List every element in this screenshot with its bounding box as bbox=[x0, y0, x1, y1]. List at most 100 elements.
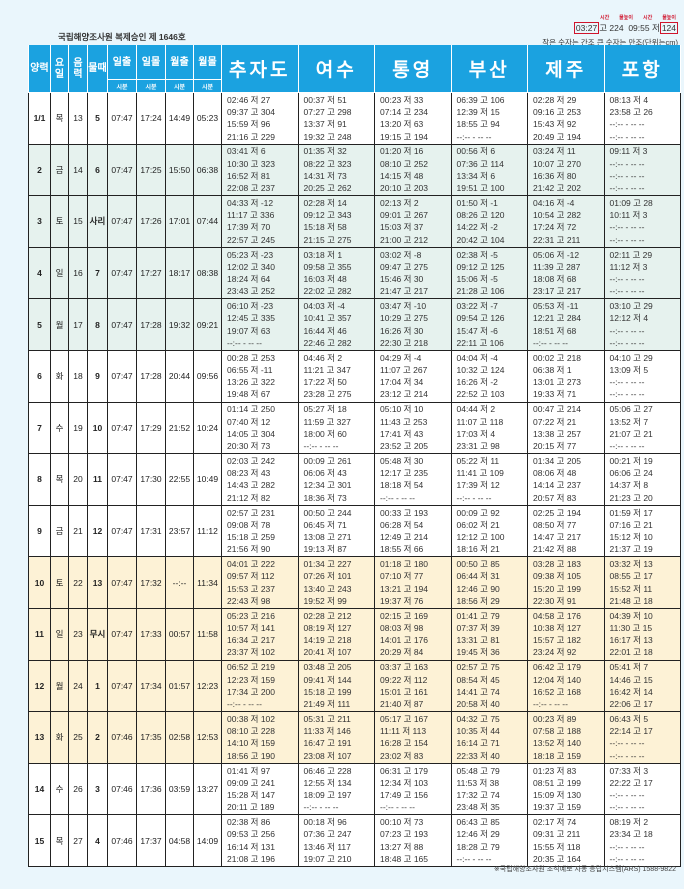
tide-entry: 09:47 고 275 bbox=[380, 261, 428, 272]
tide-entry: 04:03 저 -4 bbox=[303, 301, 345, 312]
tide-entry: 17:04 저 34 bbox=[380, 377, 424, 388]
tide-cell: 03:10 고 29 12:12 저 4 --:-- - -- -- --:-- - … bbox=[603, 298, 681, 351]
tide-entry: 22:30 고 218 bbox=[380, 337, 428, 348]
tide-entry: 02:13 저 2 bbox=[380, 198, 419, 209]
tide-entry: 15:47 저 -6 bbox=[456, 325, 498, 336]
tide-cell: 00:23 저 89 07:58 고 188 13:52 저 140 18:18 고 … bbox=[527, 711, 605, 764]
tide-entry: 15:55 저 118 bbox=[533, 841, 581, 852]
tide-cell: 00:09 고 261 06:06 저 43 12:34 고 301 18:36 저 … bbox=[297, 453, 375, 506]
tide-entry: --:-- - -- -- bbox=[609, 790, 645, 801]
tide-entry: 04:58 고 176 bbox=[533, 610, 581, 621]
tide-entry: 15:52 저 11 bbox=[609, 583, 653, 594]
tide-entry: 10:57 저 141 bbox=[227, 623, 275, 634]
weekday-cell: 토 bbox=[50, 556, 69, 609]
table-row: 10 토 22 13 07:47 17:32 --:-- 11:34 04:01 고 222 09… bbox=[28, 556, 681, 609]
tide-entry: 12:02 고 340 bbox=[227, 261, 275, 272]
tide-entry: 17:39 저 70 bbox=[227, 222, 271, 233]
tide-entry: 06:02 저 21 bbox=[456, 519, 500, 530]
tide-entry: 22:33 저 40 bbox=[456, 750, 500, 761]
tide-entry: 16:52 저 81 bbox=[227, 170, 271, 181]
weekday-cell: 월 bbox=[50, 659, 69, 713]
tide-cell: 02:28 저 14 09:12 고 343 15:18 저 58 21:15 고 2… bbox=[297, 195, 375, 248]
table-row: 1/1 목 13 5 07:47 17:24 14:49 05:23 02:46 저 27 09:… bbox=[28, 92, 681, 145]
moonrise-cell: 17:01 bbox=[165, 195, 194, 248]
tide-entry: --:-- - -- -- bbox=[609, 170, 645, 181]
tide-cell: 05:41 저 7 14:46 고 15 16:42 저 14 22:06 고 17 bbox=[603, 659, 681, 713]
sunrise-cell: 07:47 bbox=[107, 607, 137, 661]
lunar-date-cell: 23 bbox=[68, 607, 88, 661]
weekday-cell: 화 bbox=[50, 349, 69, 403]
tide-entry: 02:57 고 75 bbox=[456, 662, 500, 673]
legend-example-type: 저 bbox=[651, 23, 660, 33]
tide-entry: 19:13 저 87 bbox=[303, 544, 347, 555]
tide-cell: 05:48 저 30 12:17 고 235 18:18 저 54 --:-- - -… bbox=[374, 453, 452, 506]
tide-entry: 21:42 저 88 bbox=[533, 544, 577, 555]
tide-entry: 18:24 저 64 bbox=[227, 274, 271, 285]
tide-entry: 08:23 저 43 bbox=[227, 468, 271, 479]
lunar-date-cell: 15 bbox=[68, 195, 88, 248]
table-row: 6 화 18 9 07:47 17:28 20:44 09:56 00:28 고 253 06:5… bbox=[28, 349, 681, 403]
legend-example-time: 03:27 bbox=[573, 22, 600, 34]
tide-entry: 09:08 저 78 bbox=[227, 519, 271, 530]
moonrise-cell: 15:50 bbox=[165, 143, 194, 197]
tide-entry: 21:49 저 111 bbox=[303, 699, 351, 710]
tide-entry: 12:12 고 100 bbox=[456, 532, 505, 543]
tide-entry: 18:18 저 54 bbox=[380, 480, 424, 491]
sunrise-cell: 07:46 bbox=[107, 814, 137, 867]
tide-entry: 13:31 고 81 bbox=[456, 635, 500, 646]
tide-cell: 00:47 고 214 07:22 저 21 13:38 고 257 20:15 저 … bbox=[527, 401, 605, 455]
tide-entry: --:-- - -- -- bbox=[609, 158, 645, 169]
tide-entry: 20:49 고 194 bbox=[533, 131, 581, 142]
tide-entry: 21:16 고 229 bbox=[227, 131, 275, 142]
tide-cell: 02:28 저 29 09:16 고 253 15:43 저 92 20:49 고 1… bbox=[527, 92, 605, 145]
tide-entry: 23:37 저 102 bbox=[227, 647, 275, 658]
moonset-cell: 10:24 bbox=[193, 401, 222, 455]
tide-entry: 10:32 고 124 bbox=[456, 365, 505, 376]
tide-entry: 04:29 저 -4 bbox=[380, 352, 422, 363]
lunar-date-cell: 24 bbox=[68, 659, 88, 713]
lunar-date-cell: 25 bbox=[68, 711, 88, 764]
tide-cell: 00:18 저 96 07:36 고 247 13:46 저 117 19:07 고 … bbox=[297, 814, 375, 867]
tide-cell: 03:28 고 183 09:38 저 105 15:20 고 199 22:30 저… bbox=[527, 556, 605, 609]
tide-entry: 09:31 고 211 bbox=[533, 829, 581, 840]
tide-entry: 20:41 저 107 bbox=[303, 647, 352, 658]
tide-entry: 22:57 고 245 bbox=[227, 234, 275, 245]
tide-entry: 07:36 고 114 bbox=[456, 158, 504, 169]
tide-entry: --:-- - -- -- bbox=[609, 750, 645, 761]
tide-entry: 09:53 고 256 bbox=[227, 829, 275, 840]
tide-cell: 01:34 고 227 07:26 저 101 13:40 고 243 19:52 저… bbox=[297, 556, 375, 609]
tide-entry: 03:24 저 11 bbox=[533, 146, 576, 157]
moonset-cell: 07:44 bbox=[193, 195, 222, 248]
tide-entry: 06:45 저 71 bbox=[303, 519, 347, 530]
tide-cell: 03:48 고 205 09:41 저 144 15:18 고 199 21:49 저… bbox=[297, 659, 375, 713]
tide-entry: 13:01 고 273 bbox=[533, 377, 581, 388]
tide-entry: 01:09 고 28 bbox=[609, 198, 653, 209]
moonrise-cell: 03:59 bbox=[165, 762, 194, 816]
tide-entry: 09:41 저 144 bbox=[303, 674, 352, 685]
tide-entry: 14:43 고 282 bbox=[227, 480, 275, 491]
lunar-date-cell: 17 bbox=[68, 298, 88, 351]
tide-entry: 22:02 고 282 bbox=[303, 286, 352, 297]
solar-date-cell: 10 bbox=[28, 556, 51, 609]
tide-entry: 03:18 저 1 bbox=[303, 249, 343, 260]
lunar-date-cell: 18 bbox=[68, 349, 88, 403]
tide-entry: 19:48 저 67 bbox=[227, 389, 271, 400]
tide-entry: 09:54 고 126 bbox=[456, 313, 505, 324]
tide-cell: 06:42 고 179 12:04 저 140 16:52 고 168 --:-- -… bbox=[527, 659, 605, 713]
tide-cell: 00:21 저 19 06:06 고 24 14:37 저 8 21:23 고 20 bbox=[603, 453, 681, 506]
tide-cell: 01:41 저 97 09:09 고 241 15:28 저 147 20:11 고 … bbox=[221, 762, 299, 816]
tide-entry: 21:12 저 82 bbox=[227, 492, 271, 503]
tide-entry: 22:43 저 98 bbox=[227, 595, 271, 606]
tide-entry: 14:22 저 -2 bbox=[456, 222, 498, 233]
tide-entry: 02:11 고 29 bbox=[609, 249, 653, 260]
lunar-date-cell: 21 bbox=[68, 504, 88, 558]
tide-entry: 00:23 저 89 bbox=[533, 714, 577, 725]
tide-entry: 13:40 고 243 bbox=[303, 583, 352, 594]
tide-entry: 07:58 고 188 bbox=[533, 726, 581, 737]
tide-cell: 00:23 저 33 07:14 고 234 13:20 저 63 19:15 고 1… bbox=[374, 92, 452, 145]
tide-entry: 20:42 고 104 bbox=[456, 234, 505, 245]
table-row: 8 목 20 11 07:47 17:30 22:55 10:49 02:03 고 242 08:… bbox=[28, 453, 681, 506]
sunrise-cell: 07:47 bbox=[107, 195, 137, 248]
tide-entry: 06:46 고 228 bbox=[303, 765, 352, 776]
tide-cell: 01:35 저 32 08:22 고 323 14:31 저 73 20:25 고 2… bbox=[297, 143, 375, 197]
